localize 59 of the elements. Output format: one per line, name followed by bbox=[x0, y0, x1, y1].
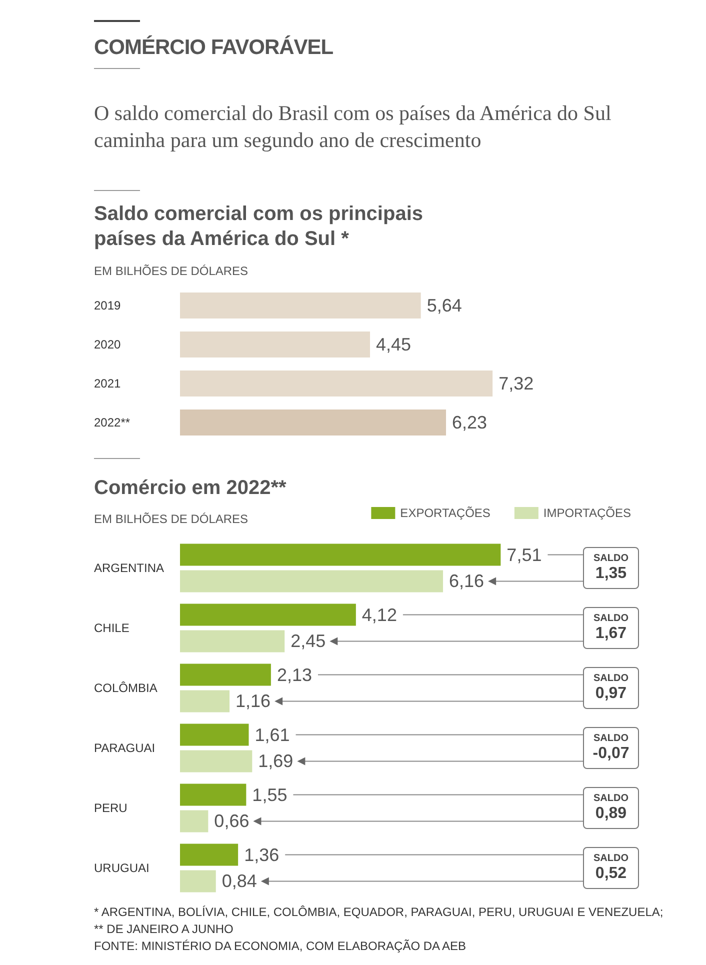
label-box: SALDO 1,67 bbox=[583, 607, 639, 649]
bar bbox=[180, 332, 370, 358]
label-box: SALDO 0,97 bbox=[583, 667, 639, 709]
chart-title: Saldo comercial com os principais países da América do Sul * bbox=[94, 202, 424, 252]
bar bbox=[180, 292, 421, 318]
data-label: 7,32 bbox=[498, 374, 534, 394]
data-label: 1,69 bbox=[258, 751, 294, 772]
data-label: 1,16 bbox=[236, 691, 271, 712]
label-box: SALDO 0,52 bbox=[583, 847, 639, 889]
chart-subtitle: EM BILHÕES DE DÓLARES bbox=[94, 512, 248, 526]
bar bbox=[180, 630, 285, 652]
source-note: FONTE: MINISTÉRIO DA ECONOMIA, COM ELABORAÇÃO DA AEB bbox=[94, 938, 468, 955]
data-label: 1,36 bbox=[244, 844, 280, 865]
bar bbox=[180, 410, 446, 436]
text: COMÉRCIO FAVORÁVEL bbox=[94, 36, 334, 60]
y-tick-label: 2022** bbox=[94, 416, 130, 430]
data-label: 0,84 bbox=[222, 871, 257, 892]
data-label: 5,64 bbox=[426, 296, 462, 316]
bar bbox=[180, 870, 216, 892]
data-label: 4,12 bbox=[362, 604, 397, 625]
y-tick-label: PARAGUAI bbox=[94, 741, 156, 755]
y-tick-label: URUGUAI bbox=[94, 861, 150, 875]
data-label: 6,23 bbox=[452, 412, 488, 432]
text: O saldo comercial do Brasil com os países da América do Sul caminha para um segundo ano de crescimento bbox=[94, 100, 612, 154]
legend-label: EXPORTAÇÕES bbox=[400, 506, 490, 520]
label-box: SALDO 1,35 bbox=[583, 547, 639, 589]
y-tick-label: PERU bbox=[94, 801, 128, 815]
chart-title: Comércio em 2022** bbox=[94, 476, 288, 501]
bar bbox=[180, 844, 238, 866]
data-label: 1,61 bbox=[254, 724, 290, 745]
data-label: 2,45 bbox=[290, 631, 326, 652]
data-label: 2,13 bbox=[276, 664, 312, 685]
y-tick-label: CHILE bbox=[94, 621, 130, 635]
y-tick-label: 2019 bbox=[94, 298, 122, 312]
bar bbox=[180, 690, 230, 712]
label-box: SALDO 0,89 bbox=[583, 787, 639, 829]
bar bbox=[180, 544, 501, 566]
data-label: 7,51 bbox=[506, 544, 542, 565]
text: ** DE JANEIRO A JUNHO bbox=[94, 921, 234, 938]
bar bbox=[180, 664, 271, 686]
y-tick-label: 2021 bbox=[94, 376, 122, 390]
bar bbox=[180, 724, 249, 746]
data-label: 6,16 bbox=[449, 571, 484, 592]
y-tick-label: COLÔMBIA bbox=[94, 681, 158, 695]
label-box: SALDO -0,07 bbox=[583, 727, 639, 769]
bar bbox=[180, 370, 493, 396]
bar bbox=[180, 810, 208, 832]
text: * ARGENTINA, BOLÍVIA, CHILE, COLÔMBIA, EQUADOR, PARAGUAI, PERU, URUGUAI E VENEZUELA; bbox=[94, 904, 664, 921]
bar bbox=[180, 784, 246, 806]
legend-label: IMPORTAÇÕES bbox=[543, 506, 632, 520]
data-label: 0,66 bbox=[214, 811, 250, 832]
bar bbox=[180, 750, 252, 772]
chart-subtitle: EM BILHÕES DE DÓLARES bbox=[94, 264, 248, 278]
data-label: 1,55 bbox=[252, 784, 288, 805]
y-tick-label: 2020 bbox=[94, 338, 122, 352]
y-tick-label: ARGENTINA bbox=[94, 561, 164, 575]
bar bbox=[180, 570, 444, 592]
bar bbox=[180, 604, 356, 626]
data-label: 4,45 bbox=[376, 334, 412, 354]
